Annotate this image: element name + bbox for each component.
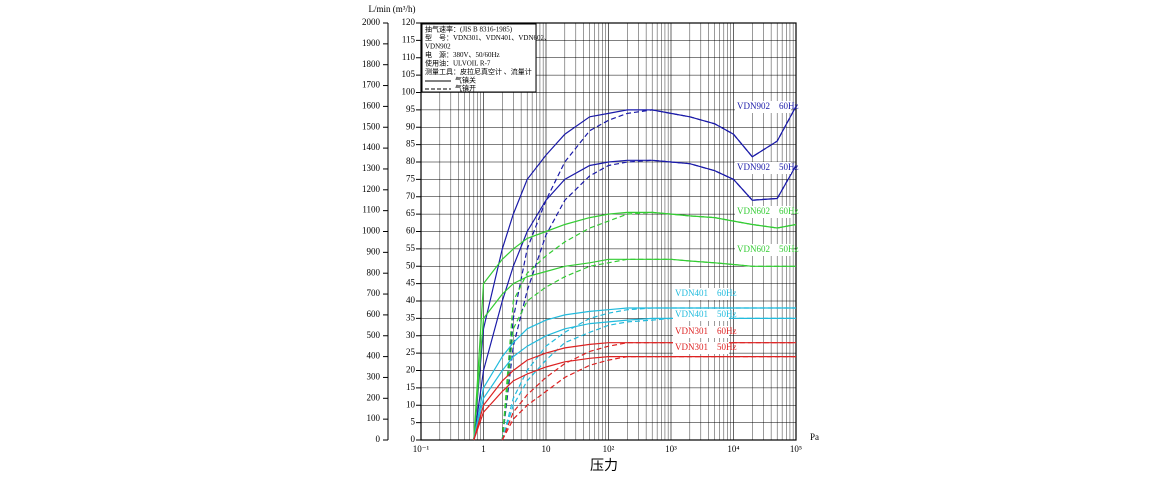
- y-tick-label: 800: [367, 267, 381, 277]
- series-line: [473, 211, 797, 441]
- y2-tick-label: 25: [406, 347, 416, 357]
- series-label-bg: [673, 326, 729, 338]
- series-label: VDN401 60Hz: [675, 288, 737, 298]
- series-label-bg: [735, 244, 791, 256]
- plot-frame: [420, 22, 797, 441]
- series-line-dashed: [501, 342, 796, 441]
- x-tick-label: 10⁵: [790, 444, 802, 454]
- y-tick-label: 0: [376, 434, 381, 444]
- y2-tick-label: 45: [406, 278, 416, 288]
- series-line: [473, 317, 796, 441]
- x-tick-label: 10⁻¹: [413, 444, 430, 454]
- y2-tick-label: 95: [406, 104, 416, 114]
- y-tick-label: 1900: [362, 38, 381, 48]
- x-axis-label: 压力: [590, 458, 618, 474]
- x-tick-label: 1: [481, 444, 486, 454]
- series-label-bg: [735, 206, 791, 218]
- series-label: VDN401 50Hz: [675, 309, 737, 319]
- series-line: [473, 342, 796, 441]
- series-line-dashed: [501, 356, 796, 441]
- y-tick-label: 1800: [362, 59, 381, 69]
- y-tick-label: 2000: [362, 17, 381, 27]
- series-label-bg: [673, 342, 729, 354]
- y2-tick-label: 60: [406, 226, 416, 236]
- series-label-bg: [735, 162, 791, 174]
- series-line-dashed: [501, 317, 796, 441]
- y-tick-label: 100: [367, 413, 381, 423]
- y2-tick-label: 40: [406, 295, 416, 305]
- y2-tick-label: 120: [402, 17, 416, 27]
- y2-tick-label: 10: [406, 399, 416, 409]
- y-tick-label: 1500: [362, 121, 381, 131]
- y-tick-label: 200: [367, 392, 381, 402]
- series-line: [473, 307, 796, 441]
- series-line-dashed: [501, 159, 797, 441]
- y-tick-label: 1000: [362, 226, 381, 236]
- series-label-bg: [735, 101, 791, 113]
- y2-tick-label: 35: [406, 312, 416, 322]
- legend-text: 使用油：ULVOIL R-7: [425, 59, 491, 68]
- y-tick-label: 700: [367, 288, 381, 298]
- legend-text: 抽气速率：(JIS B 8316-1985): [425, 25, 513, 34]
- series-line-dashed: [501, 106, 797, 441]
- series-label-bg: [673, 288, 729, 300]
- y2-tick-label: 100: [402, 87, 416, 97]
- y2-tick-label: 110: [402, 52, 416, 62]
- series-label: VDN301 60Hz: [675, 326, 737, 336]
- series-label: VDN602 50Hz: [737, 244, 799, 254]
- y-tick-label: 1400: [362, 142, 381, 152]
- y-tick-label: 300: [367, 372, 381, 382]
- y-tick-label: 900: [367, 246, 381, 256]
- series-label: VDN301 50Hz: [675, 342, 737, 352]
- y-tick-label: 600: [367, 309, 381, 319]
- series-line-dashed: [501, 307, 796, 441]
- y2-tick-label: 85: [406, 139, 416, 149]
- y2-tick-label: 90: [406, 121, 416, 131]
- x-tick-label: 10³: [665, 444, 677, 454]
- y2-tick-label: 80: [406, 156, 416, 166]
- y2-tick-label: 30: [406, 330, 416, 340]
- legend-text: 气镇开: [455, 84, 476, 93]
- legend-text: 气镇关: [455, 76, 476, 85]
- y2-tick-label: 5: [411, 417, 416, 427]
- y2-tick-label: 105: [402, 69, 416, 79]
- y-tick-label: 1300: [362, 163, 381, 173]
- y2-tick-label: 70: [406, 191, 416, 201]
- y-tick-label: 1700: [362, 80, 381, 90]
- y2-tick-label: 115: [402, 34, 416, 44]
- y2-tick-label: 55: [406, 243, 416, 253]
- y2-tick-label: 50: [406, 260, 416, 270]
- y2-tick-label: 15: [406, 382, 416, 392]
- series-line-dashed: [501, 211, 797, 441]
- series-line: [473, 356, 796, 441]
- series-label-bg: [673, 309, 729, 321]
- series-label: VDN602 60Hz: [737, 206, 799, 216]
- series-line: [473, 159, 797, 441]
- y-axis-label: L/min (m³/h): [369, 4, 416, 14]
- x-unit: Pa: [810, 432, 819, 442]
- series-line-dashed: [501, 258, 796, 441]
- y-tick-label: 500: [367, 330, 381, 340]
- x-tick-label: 10: [542, 444, 552, 454]
- y2-tick-label: 20: [406, 365, 416, 375]
- y-tick-label: 1100: [362, 205, 380, 215]
- y2-tick-label: 0: [411, 434, 416, 444]
- y-tick-label: 1600: [362, 100, 381, 110]
- y2-tick-label: 75: [406, 173, 416, 183]
- series-label: VDN902 50Hz: [737, 162, 799, 172]
- legend-text: 型 号：VDN301、VDN401、VDN602、: [425, 33, 551, 42]
- y-tick-label: 400: [367, 351, 381, 361]
- legend-text: 测量工具：皮拉尼真空计 、流量计: [425, 67, 532, 76]
- legend-text: 电 源：380V、50/60Hz: [425, 50, 500, 59]
- series-label: VDN902 60Hz: [737, 101, 799, 111]
- y-tick-label: 1200: [362, 184, 381, 194]
- x-tick-label: 10²: [603, 444, 615, 454]
- x-tick-label: 10⁴: [727, 444, 739, 454]
- legend-text: VDN902: [425, 43, 451, 51]
- y2-tick-label: 65: [406, 208, 416, 218]
